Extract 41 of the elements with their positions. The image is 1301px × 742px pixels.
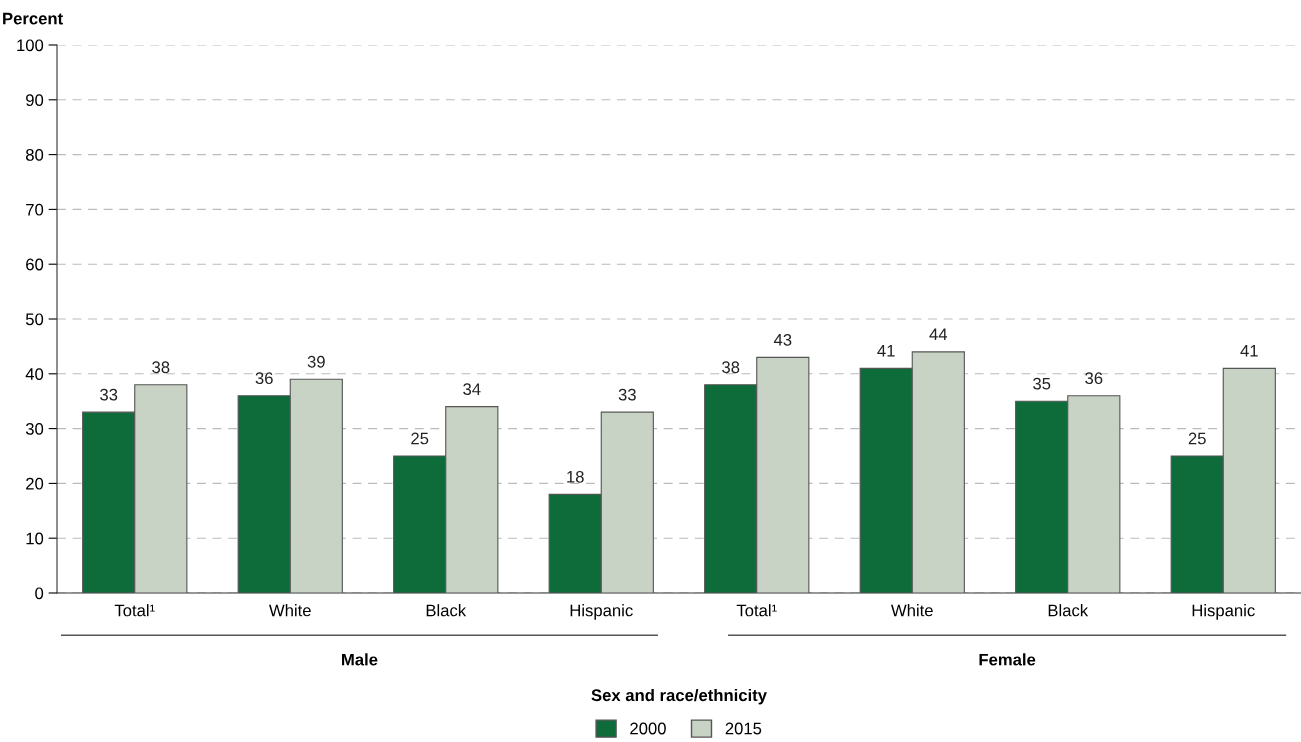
data-label: 25 — [411, 432, 429, 445]
data-label: 33 — [100, 388, 118, 401]
data-label: 44 — [929, 328, 948, 341]
data-label: 25 — [1188, 432, 1206, 445]
legend-label: 2000 — [630, 722, 666, 735]
x-tick-label: Black — [1048, 604, 1089, 617]
x-tick-label: Black — [426, 604, 467, 617]
y-tick-label: 30 — [25, 423, 44, 435]
legend-label: 2015 — [725, 722, 762, 735]
data-label: 18 — [567, 470, 584, 483]
data-label: 41 — [877, 345, 895, 357]
data-label: 41 — [1240, 345, 1258, 357]
data-label: 35 — [1033, 377, 1051, 390]
y-tick-label: 80 — [25, 149, 44, 161]
y-tick-label: 70 — [26, 203, 44, 216]
data-label: 33 — [618, 388, 636, 401]
x-tick-label: Hispanic — [570, 604, 633, 620]
y-tick-label: 90 — [26, 94, 44, 106]
text: Female — [979, 653, 1036, 666]
x-tick-label: White — [891, 604, 933, 617]
data-label: 43 — [773, 333, 792, 346]
y-tick-label: 100 — [17, 39, 44, 52]
data-label: 38 — [152, 361, 170, 374]
text: Male — [342, 653, 378, 666]
y-tick-label: 0 — [35, 587, 44, 600]
x-tick-label: Total¹ — [736, 604, 777, 617]
x-tick-label: White — [269, 604, 311, 617]
data-label: 36 — [1085, 372, 1103, 385]
y-tick-label: 60 — [26, 258, 44, 271]
data-label: 36 — [255, 372, 273, 385]
data-label: 38 — [722, 361, 740, 374]
data-label: 39 — [307, 355, 325, 368]
x-tick-label: Hispanic — [1192, 604, 1255, 620]
y-tick-label: 10 — [26, 532, 44, 545]
y-tick-label: 50 — [25, 313, 44, 326]
y-axis-title: Percent — [3, 12, 63, 25]
y-tick-label: 40 — [25, 368, 44, 380]
x-axis-title: Sex and race/ethnicity — [591, 688, 767, 705]
y-tick-label: 20 — [26, 477, 44, 490]
x-tick-label: Total¹ — [114, 604, 155, 617]
data-label: 34 — [463, 383, 481, 396]
